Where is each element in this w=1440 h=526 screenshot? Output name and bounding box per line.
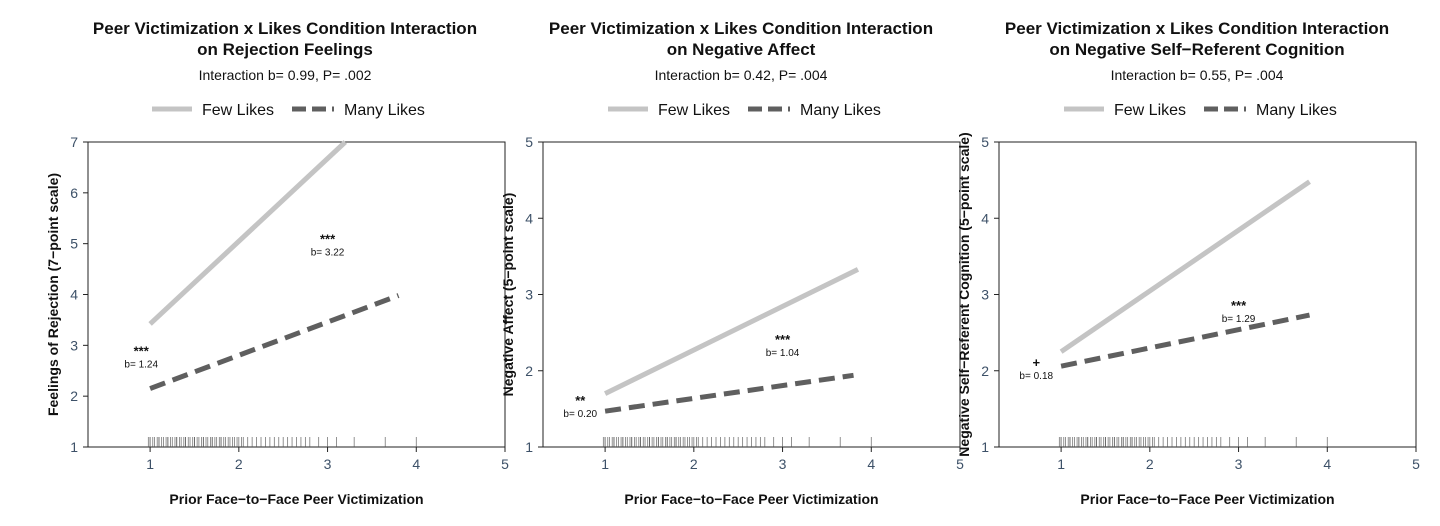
series-line-few-likes xyxy=(1059,179,1311,354)
x-tick-label: 3 xyxy=(324,456,332,472)
series-line-many-likes xyxy=(149,293,400,391)
legend-label-few-likes: Few Likes xyxy=(658,102,730,119)
x-tick-label: 4 xyxy=(1323,456,1331,472)
legend: Few Likes Many Likes xyxy=(152,102,425,119)
chart-subtitle: Interaction b= 0.55, P= .004 xyxy=(1111,67,1284,83)
annotation-significance: ** xyxy=(575,393,586,408)
annotation-slope: b= 0.20 xyxy=(563,409,597,420)
series-line-few-likes xyxy=(148,140,348,326)
annotation-slope: b= 1.04 xyxy=(766,348,800,359)
y-tick-label: 3 xyxy=(70,337,78,353)
annotation-significance: *** xyxy=(320,232,336,247)
legend: Few Likes Many Likes xyxy=(1064,102,1337,119)
plot-frame xyxy=(998,141,1417,448)
y-tick-label: 2 xyxy=(525,363,533,379)
rug-plot xyxy=(602,437,872,447)
annotation-significance: *** xyxy=(775,332,791,347)
y-tick-label: 1 xyxy=(525,439,533,455)
annotation-significance: + xyxy=(1032,355,1040,370)
x-tick-label: 5 xyxy=(1412,456,1420,472)
y-tick-label: 5 xyxy=(70,236,78,252)
annotation-slope: b= 0.18 xyxy=(1019,371,1053,382)
chart-title-line-1: Peer Victimization x Likes Condition Int… xyxy=(549,19,933,38)
y-axis-label: Negative Self−Referent Cognition (5−poin… xyxy=(956,132,972,456)
rug-plot xyxy=(147,437,417,447)
x-axis-label: Prior Face−to−Face Peer Victimization xyxy=(169,491,423,507)
chart-subtitle: Interaction b= 0.99, P= .002 xyxy=(199,67,372,83)
x-axis-label: Prior Face−to−Face Peer Victimization xyxy=(624,491,878,507)
rug-plot xyxy=(1058,437,1328,447)
y-tick-label: 2 xyxy=(70,388,78,404)
y-tick-label: 7 xyxy=(70,134,78,150)
annotation-slope: b= 1.29 xyxy=(1222,314,1256,325)
x-tick-label: 4 xyxy=(867,456,875,472)
annotation-slope: b= 1.24 xyxy=(124,360,158,371)
x-axis-label: Prior Face−to−Face Peer Victimization xyxy=(1080,491,1334,507)
chart-title-line-2: on Rejection Feelings xyxy=(197,40,373,59)
plot-frame xyxy=(542,141,961,448)
y-tick-label: 4 xyxy=(525,210,533,226)
x-tick-label: 1 xyxy=(601,456,609,472)
y-axis-label: Negative Affect (5−point scale) xyxy=(500,193,516,397)
y-tick-label: 6 xyxy=(70,185,78,201)
x-tick-label: 1 xyxy=(1057,456,1065,472)
chart-subtitle: Interaction b= 0.42, P= .004 xyxy=(655,67,828,83)
legend-label-few-likes: Few Likes xyxy=(202,102,274,119)
y-tick-label: 4 xyxy=(981,210,989,226)
annotation-slope: b= 3.22 xyxy=(311,248,345,259)
series-line-many-likes xyxy=(604,372,854,414)
chart-title-line-1: Peer Victimization x Likes Condition Int… xyxy=(1005,19,1389,38)
chart-title-line-1: Peer Victimization x Likes Condition Int… xyxy=(93,19,477,38)
y-axis-label: Feelings of Rejection (7−point scale) xyxy=(45,173,61,416)
x-tick-label: 2 xyxy=(1146,456,1154,472)
x-tick-label: 3 xyxy=(1235,456,1243,472)
chart-panel-2: Peer Victimization x Likes Condition Int… xyxy=(500,19,964,507)
y-tick-label: 1 xyxy=(981,439,989,455)
x-tick-label: 5 xyxy=(956,456,964,472)
series-line-many-likes xyxy=(1060,312,1311,369)
y-tick-label: 3 xyxy=(981,287,989,303)
y-tick-label: 1 xyxy=(70,439,78,455)
legend-label-many-likes: Many Likes xyxy=(344,102,425,119)
y-tick-label: 5 xyxy=(981,134,989,150)
x-tick-label: 4 xyxy=(412,456,420,472)
x-tick-label: 2 xyxy=(235,456,243,472)
y-tick-label: 2 xyxy=(981,363,989,379)
legend-label-many-likes: Many Likes xyxy=(800,102,881,119)
x-tick-label: 5 xyxy=(501,456,509,472)
annotation-significance: *** xyxy=(1231,298,1247,313)
legend-label-many-likes: Many Likes xyxy=(1256,102,1337,119)
legend: Few Likes Many Likes xyxy=(608,102,881,119)
x-tick-label: 3 xyxy=(779,456,787,472)
legend-label-few-likes: Few Likes xyxy=(1114,102,1186,119)
y-tick-label: 5 xyxy=(525,134,533,150)
x-tick-label: 1 xyxy=(146,456,154,472)
x-tick-label: 2 xyxy=(690,456,698,472)
chart-title-line-2: on Negative Self−Referent Cognition xyxy=(1049,40,1344,59)
y-tick-label: 4 xyxy=(70,287,78,303)
annotation-significance: *** xyxy=(134,344,150,359)
chart-panel-1: Peer Victimization x Likes Condition Int… xyxy=(45,19,509,507)
chart-panel-3: Peer Victimization x Likes Condition Int… xyxy=(956,19,1420,507)
chart-title-line-2: on Negative Affect xyxy=(667,40,816,59)
y-tick-label: 3 xyxy=(525,287,533,303)
series-line-few-likes xyxy=(604,267,860,396)
